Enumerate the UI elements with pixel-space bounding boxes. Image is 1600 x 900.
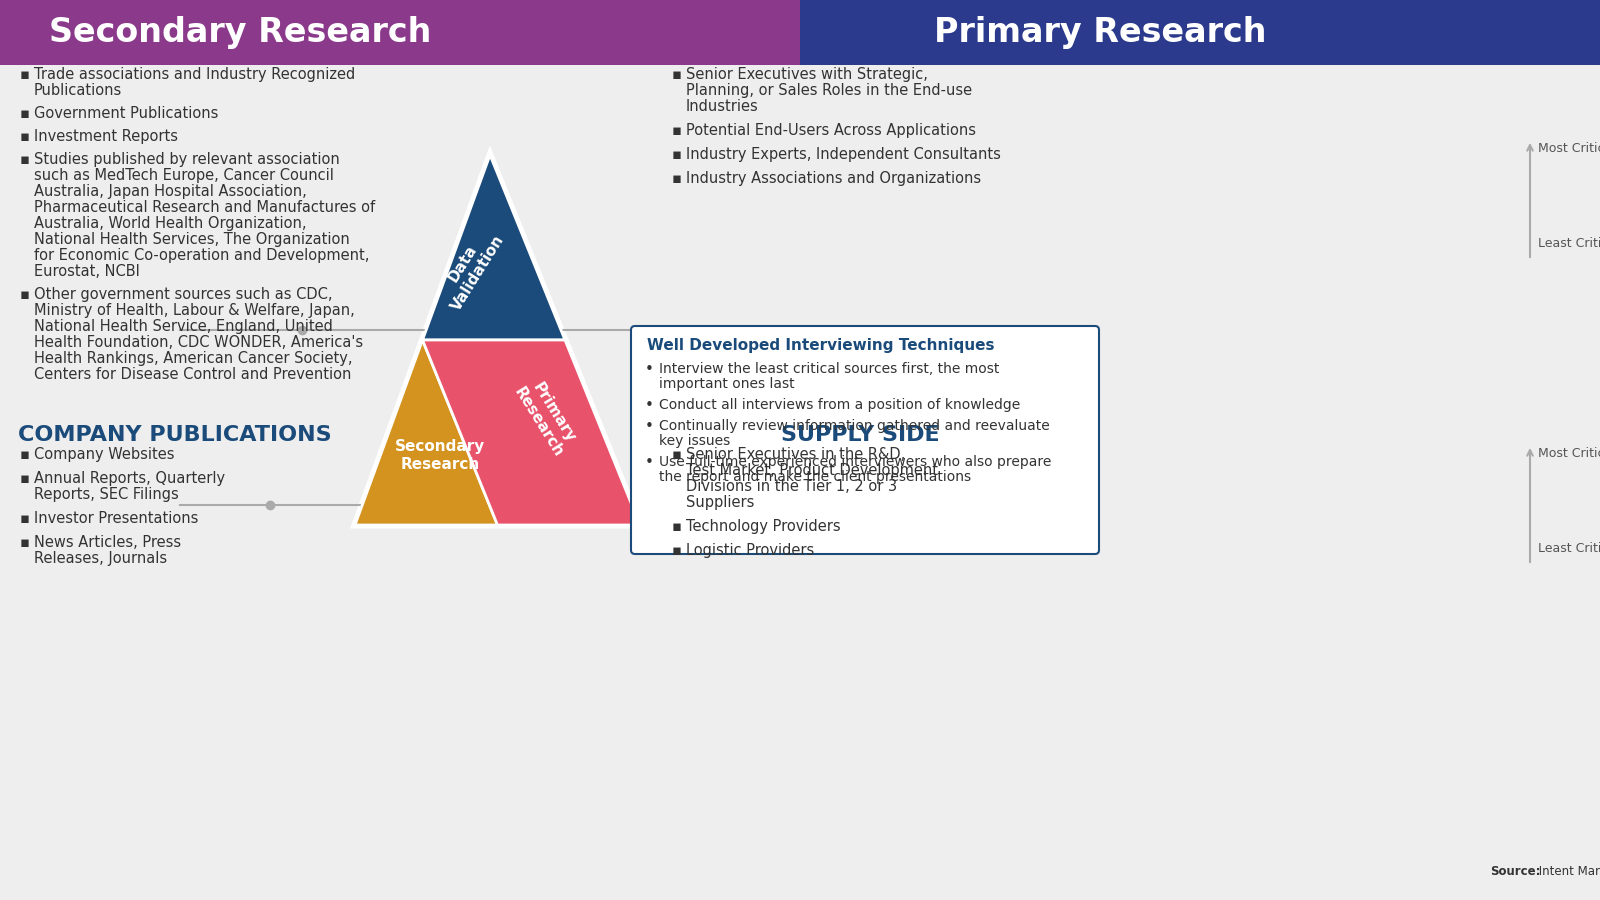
Text: Use full-time experienced interviewers who also prepare: Use full-time experienced interviewers w… (659, 455, 1051, 469)
Text: Well Developed Interviewing Techniques: Well Developed Interviewing Techniques (646, 338, 995, 353)
Text: Releases, Journals: Releases, Journals (34, 551, 166, 566)
Polygon shape (355, 155, 640, 525)
Text: ▪: ▪ (19, 106, 30, 121)
Text: key issues: key issues (659, 434, 730, 448)
Text: Logistic Providers: Logistic Providers (686, 543, 814, 558)
Text: ▪: ▪ (19, 535, 30, 550)
Text: ▪: ▪ (19, 67, 30, 82)
Text: GLOBAL PUBLICATIONS: GLOBAL PUBLICATIONS (18, 45, 307, 65)
Text: Planning, or Sales Roles in the End-use: Planning, or Sales Roles in the End-use (686, 83, 973, 98)
Text: Source:: Source: (1490, 865, 1541, 878)
Text: Company Websites: Company Websites (34, 447, 174, 462)
Text: such as MedTech Europe, Cancer Council: such as MedTech Europe, Cancer Council (34, 168, 334, 183)
Text: Industry Experts, Independent Consultants: Industry Experts, Independent Consultant… (686, 147, 1002, 162)
Bar (0, 0, 800, 65)
Text: Suppliers: Suppliers (686, 495, 754, 510)
Text: Conduct all interviews from a position of knowledge: Conduct all interviews from a position o… (659, 398, 1021, 412)
Bar (800, 0, 1600, 65)
Text: Health Rankings, American Cancer Society,: Health Rankings, American Cancer Society… (34, 351, 352, 366)
Text: •: • (645, 419, 654, 434)
Text: ▪: ▪ (19, 471, 30, 486)
Text: important ones last: important ones last (659, 377, 795, 391)
Text: DEMAND SIDE: DEMAND SIDE (803, 45, 978, 65)
Text: Industries: Industries (686, 99, 758, 114)
Text: Intent Market Research Analysis: Intent Market Research Analysis (1534, 865, 1600, 878)
Text: Data
Validation: Data Validation (434, 223, 507, 314)
Text: Primary Research: Primary Research (934, 16, 1266, 49)
Text: ▪: ▪ (672, 147, 682, 162)
Text: COMPANY PUBLICATIONS: COMPANY PUBLICATIONS (18, 425, 331, 445)
Text: Primary
Research: Primary Research (510, 375, 581, 460)
Text: SUPPLY SIDE: SUPPLY SIDE (781, 425, 939, 445)
Text: ▪: ▪ (19, 287, 30, 302)
Text: News Articles, Press: News Articles, Press (34, 535, 181, 550)
Text: Least Critical: Least Critical (1538, 237, 1600, 250)
Text: Continually review information gathered and reevaluate: Continually review information gathered … (659, 419, 1050, 433)
Text: Publications: Publications (34, 83, 122, 98)
Text: Reports, SEC Filings: Reports, SEC Filings (34, 487, 179, 502)
Text: for Economic Co-operation and Development,: for Economic Co-operation and Developmen… (34, 248, 370, 263)
Text: the report and make the client presentations: the report and make the client presentat… (659, 470, 971, 484)
Text: ▪: ▪ (19, 511, 30, 526)
Text: ▪: ▪ (672, 123, 682, 138)
Text: ▪: ▪ (672, 519, 682, 534)
Text: Pharmaceutical Research and Manufactures of: Pharmaceutical Research and Manufactures… (34, 200, 374, 215)
Text: Technology Providers: Technology Providers (686, 519, 840, 534)
Text: Centers for Disease Control and Prevention: Centers for Disease Control and Preventi… (34, 367, 352, 382)
Text: Industry Associations and Organizations: Industry Associations and Organizations (686, 171, 981, 186)
Text: Other government sources such as CDC,: Other government sources such as CDC, (34, 287, 333, 302)
Text: Least Critical: Least Critical (1538, 542, 1600, 555)
Text: Trade associations and Industry Recognized: Trade associations and Industry Recogniz… (34, 67, 355, 82)
Text: Government Publications: Government Publications (34, 106, 218, 121)
Text: Ministry of Health, Labour & Welfare, Japan,: Ministry of Health, Labour & Welfare, Ja… (34, 303, 355, 318)
Text: Secondary
Research: Secondary Research (395, 438, 485, 473)
Polygon shape (355, 340, 498, 525)
Text: Divisions in the Tier 1, 2 or 3: Divisions in the Tier 1, 2 or 3 (686, 479, 898, 494)
Text: •: • (645, 362, 654, 377)
Text: ▪: ▪ (19, 447, 30, 462)
Text: Most Critical: Most Critical (1538, 142, 1600, 155)
Text: Senior Executives with Strategic,: Senior Executives with Strategic, (686, 67, 928, 82)
Text: Interview the least critical sources first, the most: Interview the least critical sources fir… (659, 362, 1000, 376)
Text: •: • (645, 455, 654, 470)
Text: National Health Services, The Organization: National Health Services, The Organizati… (34, 232, 350, 247)
Text: Annual Reports, Quarterly: Annual Reports, Quarterly (34, 471, 226, 486)
Text: Investor Presentations: Investor Presentations (34, 511, 198, 526)
Text: National Health Service, England, United: National Health Service, England, United (34, 319, 333, 334)
Text: Test Market, Product Development: Test Market, Product Development (686, 463, 938, 478)
Text: ▪: ▪ (672, 543, 682, 558)
Text: Most Critical: Most Critical (1538, 447, 1600, 460)
Text: Australia, Japan Hospital Association,: Australia, Japan Hospital Association, (34, 184, 307, 199)
FancyBboxPatch shape (630, 326, 1099, 554)
Text: Australia, World Health Organization,: Australia, World Health Organization, (34, 216, 307, 231)
Text: Senior Executives in the R&D,: Senior Executives in the R&D, (686, 447, 906, 462)
Text: ▪: ▪ (672, 67, 682, 82)
Text: ▪: ▪ (19, 152, 30, 167)
Text: Investment Reports: Investment Reports (34, 129, 178, 144)
Polygon shape (422, 340, 640, 525)
Text: •: • (645, 398, 654, 413)
Text: ▪: ▪ (19, 129, 30, 144)
Polygon shape (422, 155, 565, 340)
Text: ▪: ▪ (672, 447, 682, 462)
Text: Eurostat, NCBI: Eurostat, NCBI (34, 264, 139, 279)
Text: Secondary Research: Secondary Research (50, 16, 430, 49)
Text: Potential End-Users Across Applications: Potential End-Users Across Applications (686, 123, 976, 138)
Text: Health Foundation, CDC WONDER, America's: Health Foundation, CDC WONDER, America's (34, 335, 363, 350)
Text: ▪: ▪ (672, 171, 682, 186)
Text: Studies published by relevant association: Studies published by relevant associatio… (34, 152, 339, 167)
